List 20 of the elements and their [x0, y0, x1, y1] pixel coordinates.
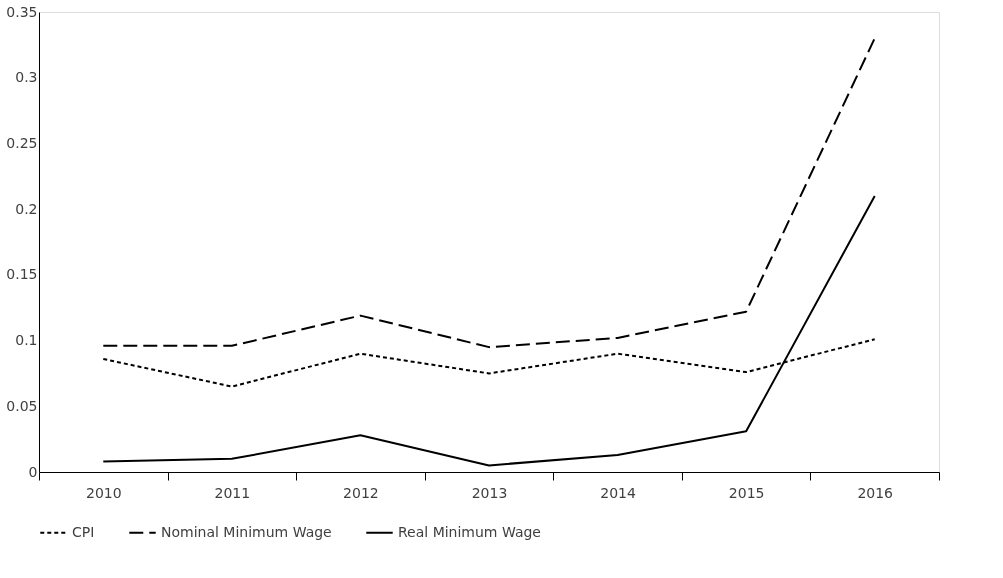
- legend-label: CPI: [72, 523, 95, 540]
- x-tick-label: 2014: [600, 484, 636, 501]
- y-tick-label: 0.15: [6, 266, 38, 283]
- legend-label: Real Minimum Wage: [398, 523, 541, 540]
- y-tick-label: 0.1: [15, 332, 38, 349]
- x-tick-label: 2015: [728, 484, 765, 501]
- y-tick-label: 0.25: [6, 134, 38, 151]
- y-tick-label: 0: [28, 463, 38, 480]
- x-tick-label: 2016: [857, 484, 894, 501]
- legend-label: Nominal Minimum Wage: [161, 523, 332, 540]
- y-tick-label: 0.3: [15, 69, 38, 86]
- line-series: [102, 195, 876, 467]
- x-tick-label: 2013: [471, 484, 508, 501]
- x-tick-label: 2011: [214, 484, 251, 501]
- x-tick-label: 2010: [85, 484, 122, 501]
- y-tick-label: 0.2: [15, 200, 38, 217]
- line-series: [102, 37, 876, 349]
- y-tick-label: 0.05: [6, 397, 38, 414]
- x-tick-label: 2012: [343, 484, 379, 501]
- y-tick-label: 0.35: [6, 3, 38, 20]
